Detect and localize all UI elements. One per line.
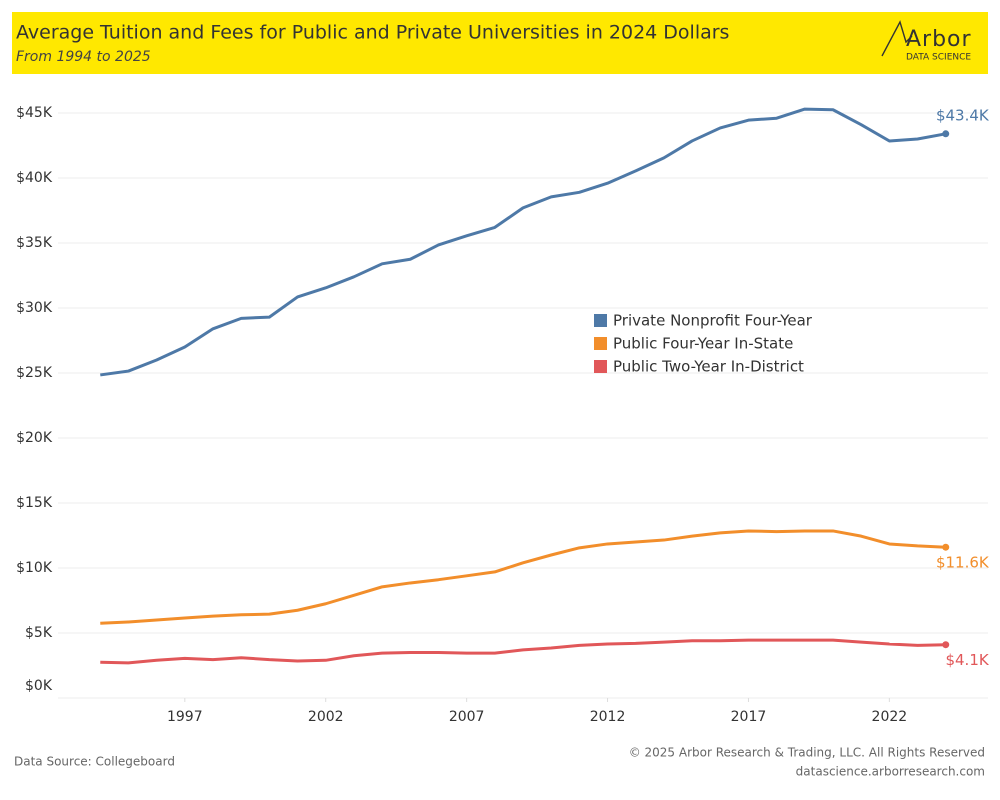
y-tick-label: $10K	[16, 560, 53, 576]
chart-title: Average Tuition and Fees for Public and …	[16, 22, 729, 44]
legend-swatch	[594, 337, 607, 350]
y-tick-label: $30K	[16, 300, 53, 316]
data-label: $11.6K	[936, 554, 990, 572]
y-tick-label: $5K	[25, 625, 53, 641]
y-tick-label: $20K	[16, 430, 53, 446]
source-note: Data Source: Collegeboard	[14, 755, 175, 769]
data-label: $43.4K	[936, 106, 990, 124]
logo-tagline: DATA SCIENCE	[906, 53, 971, 63]
data-label: $4.1K	[945, 651, 989, 669]
x-tick-label: 2007	[449, 709, 485, 725]
logo-mark	[881, 20, 913, 57]
y-tick-label: $0K	[25, 678, 53, 694]
y-tick-label: $35K	[16, 235, 53, 251]
chart-subtitle: From 1994 to 2025	[16, 49, 151, 65]
y-tick-label: $45K	[16, 105, 53, 121]
y-tick-label: $25K	[16, 365, 53, 381]
legend-label: Public Four-Year In-State	[613, 335, 793, 353]
end-point	[942, 543, 950, 551]
series-line	[100, 638, 946, 665]
website: datascience.arborresearch.com	[796, 765, 985, 779]
legend-label: Public Two-Year In-District	[613, 358, 804, 376]
end-point	[942, 641, 950, 649]
y-tick-label: $15K	[16, 495, 53, 511]
x-tick-label: 1997	[167, 709, 203, 725]
x-tick-label: 2002	[308, 709, 344, 725]
copyright: © 2025 Arbor Research & Trading, LLC. Al…	[629, 746, 985, 760]
logo-name: Arbor	[906, 27, 972, 52]
y-tick-label: $40K	[16, 170, 53, 186]
series-line	[100, 529, 946, 625]
legend-label: Private Nonprofit Four-Year	[613, 312, 813, 330]
series-line	[100, 107, 946, 377]
end-point	[942, 130, 950, 138]
title-banner	[12, 12, 988, 74]
logo: Arbor DATA SCIENCE	[881, 20, 972, 63]
x-tick-label: 2017	[731, 709, 767, 725]
legend-swatch	[594, 360, 607, 373]
x-tick-label: 2012	[590, 709, 626, 725]
legend-swatch	[594, 314, 607, 327]
x-tick-label: 2022	[872, 709, 908, 725]
